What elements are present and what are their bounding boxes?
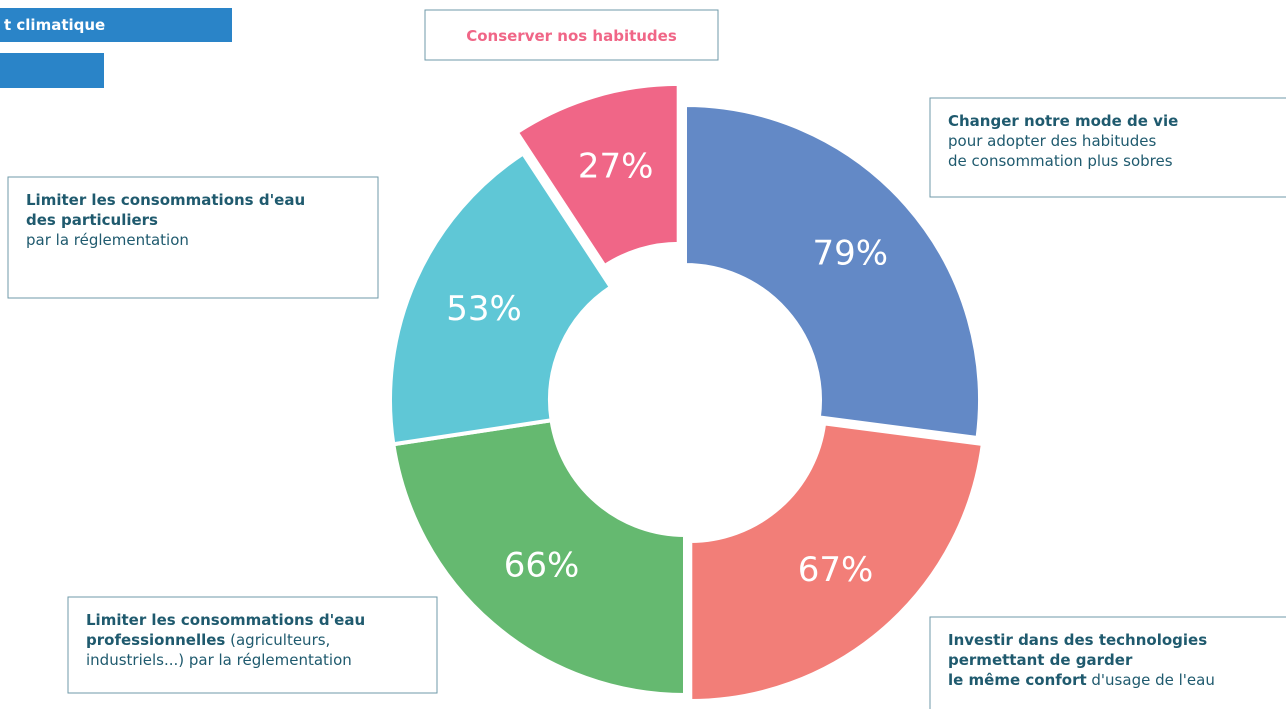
label-line: permettant de garder <box>948 651 1133 669</box>
label-box <box>929 616 1286 709</box>
value-label: 67% <box>798 550 874 590</box>
header-bar <box>0 8 232 42</box>
label-line: Investir dans des technologies <box>948 631 1207 649</box>
label-span: Conserver nos habitudes <box>466 27 677 45</box>
label-span: des particuliers <box>26 211 158 229</box>
donut-segment <box>388 150 614 447</box>
label-span: permettant de garder <box>948 651 1133 669</box>
value-label: 66% <box>504 545 580 585</box>
value-label: 79% <box>812 233 888 273</box>
label-line: Limiter les consommations d'eau <box>86 611 365 629</box>
label-span: Limiter les consommations d'eau <box>26 191 305 209</box>
label-box <box>67 596 438 694</box>
header-bar <box>0 53 104 88</box>
label-span: de consommation plus sobres <box>948 152 1173 170</box>
label-box <box>929 97 1286 198</box>
value-label: 27% <box>578 147 654 187</box>
label-span: industriels...) par la réglementation <box>86 651 352 669</box>
label-span: (agriculteurs, <box>225 631 330 649</box>
label-line: de consommation plus sobres <box>948 152 1173 170</box>
header-text: t climatique <box>4 16 105 34</box>
donut-segment <box>683 102 982 441</box>
label-span: par la réglementation <box>26 231 189 249</box>
label-span: Changer notre mode de vie <box>948 112 1178 130</box>
label-span: pour adopter des habitudes <box>948 132 1156 150</box>
label-line: par la réglementation <box>26 231 189 249</box>
label-box <box>7 176 379 299</box>
label-line: des particuliers <box>26 211 158 229</box>
label-span: d'usage de l'eau <box>1087 671 1215 689</box>
label-line: Limiter les consommations d'eau <box>26 191 305 209</box>
value-label: 53% <box>446 289 522 329</box>
label-line: Conserver nos habitudes <box>466 27 677 45</box>
label-line: Changer notre mode de vie <box>948 112 1178 130</box>
label-box <box>424 9 719 61</box>
donut-segment <box>688 421 986 704</box>
label-line: le même confort d'usage de l'eau <box>948 671 1215 689</box>
label-line: industriels...) par la réglementation <box>86 651 352 669</box>
label-line: professionnelles (agriculteurs, <box>86 631 330 649</box>
label-span: Investir dans des technologies <box>948 631 1207 649</box>
donut-segment <box>514 81 681 269</box>
label-span: le même confort <box>948 671 1087 689</box>
label-line: pour adopter des habitudes <box>948 132 1156 150</box>
label-span: professionnelles <box>86 631 225 649</box>
label-span: Limiter les consommations d'eau <box>86 611 365 629</box>
donut-segment <box>391 417 687 698</box>
